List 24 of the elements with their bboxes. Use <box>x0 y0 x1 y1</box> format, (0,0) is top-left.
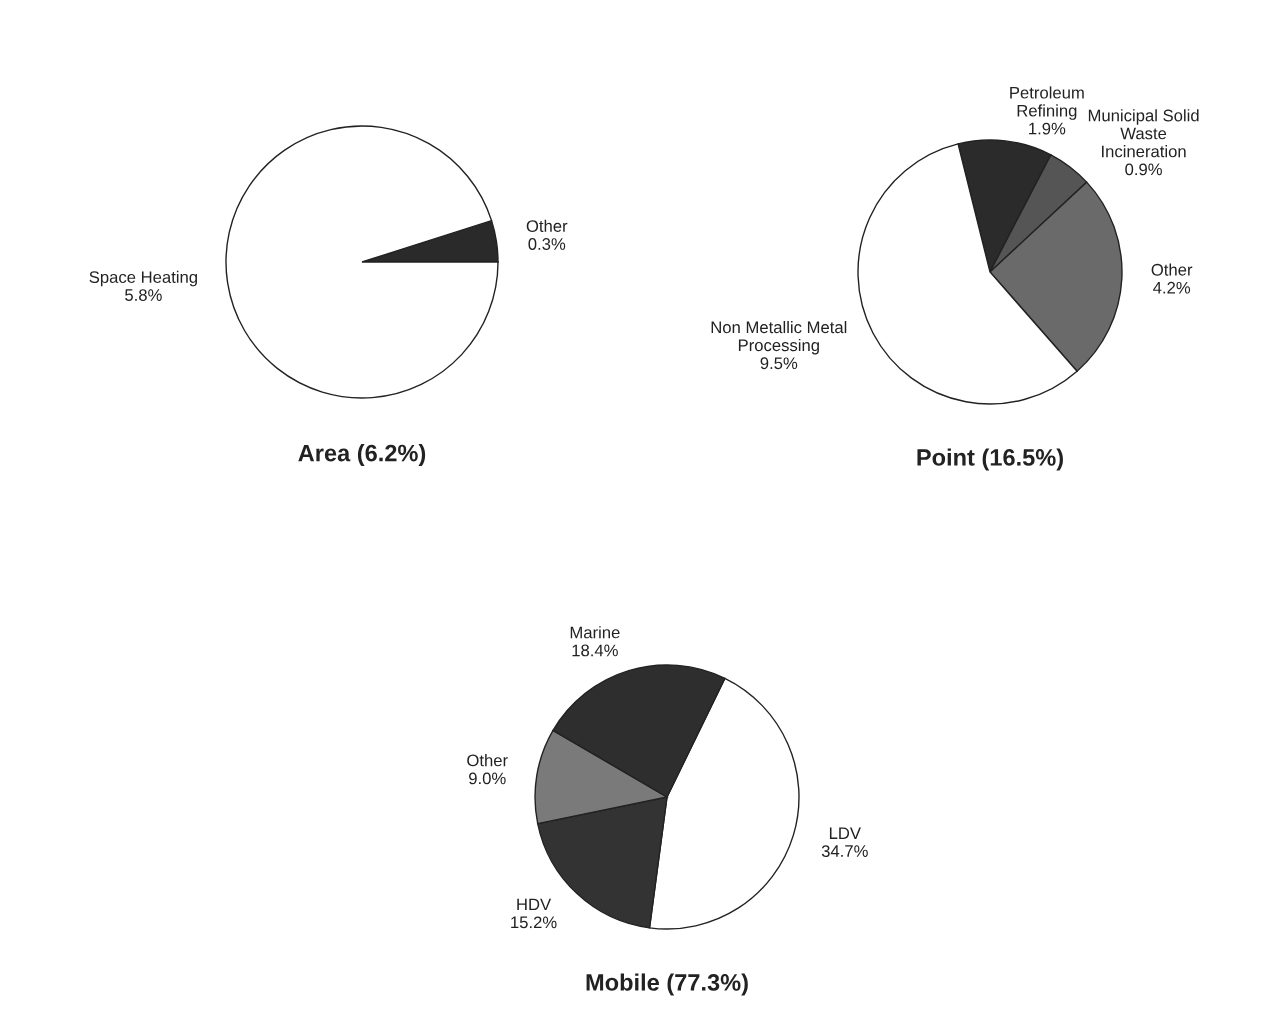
data-label: 4.2% <box>1153 281 1191 294</box>
data-label: 5.8% <box>125 289 162 301</box>
slice-label: Municipal Solid Waste Incineration <box>1088 109 1199 158</box>
slice-label: Non Metallic Metal Processing <box>711 320 847 355</box>
slice-label: Space Heating <box>89 270 197 287</box>
slice-label: Other <box>1151 263 1193 276</box>
data-label: 0.9% <box>1125 163 1162 176</box>
text: Mobile (77.3%) <box>586 973 748 996</box>
pie-slice <box>225 125 499 399</box>
text: Point (16.5%) <box>917 448 1063 471</box>
slice-label: LDV <box>829 827 861 839</box>
text: Area (6.2%) <box>298 444 426 467</box>
data-label: 18.4% <box>572 644 618 657</box>
data-label: 15.2% <box>511 916 557 929</box>
data-label: 34.7% <box>821 845 868 857</box>
slice-label: Marine <box>570 626 620 639</box>
slice-label: Other <box>526 219 568 232</box>
slice-label: Petroleum Refining <box>1010 86 1084 120</box>
data-label: 0.3% <box>528 238 566 250</box>
data-label: 9.5% <box>760 357 798 370</box>
slice-label: HDV <box>517 898 552 911</box>
slice-label: Other <box>467 754 508 767</box>
data-label: 1.9% <box>1029 122 1066 135</box>
data-label: 9.0% <box>469 772 506 785</box>
